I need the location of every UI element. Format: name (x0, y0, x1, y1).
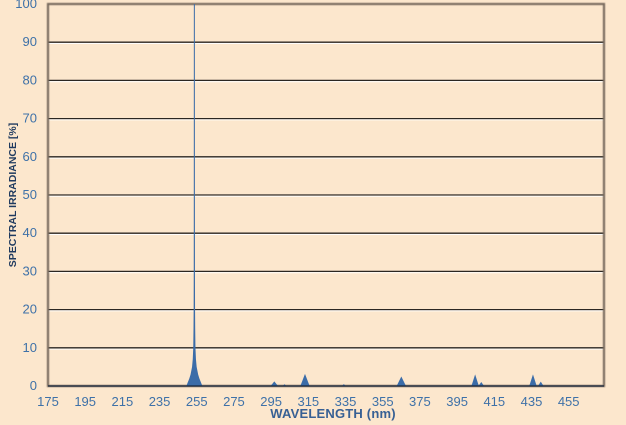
svg-text:435: 435 (521, 394, 543, 409)
svg-text:195: 195 (74, 394, 96, 409)
svg-text:175: 175 (37, 394, 59, 409)
svg-text:50: 50 (23, 187, 37, 202)
svg-text:10: 10 (23, 340, 37, 355)
svg-text:20: 20 (23, 302, 37, 317)
svg-text:80: 80 (23, 72, 37, 87)
svg-text:SPECTRAL IRRADIANCE [%]: SPECTRAL IRRADIANCE [%] (7, 123, 19, 267)
svg-text:90: 90 (23, 34, 37, 49)
svg-text:395: 395 (446, 394, 468, 409)
svg-text:40: 40 (23, 225, 37, 240)
svg-text:255: 255 (186, 394, 208, 409)
svg-text:235: 235 (149, 394, 171, 409)
svg-text:WAVELENGTH (nm): WAVELENGTH (nm) (270, 406, 396, 421)
svg-text:215: 215 (112, 394, 134, 409)
svg-text:375: 375 (409, 394, 431, 409)
svg-text:275: 275 (223, 394, 245, 409)
svg-text:70: 70 (23, 111, 37, 126)
svg-text:415: 415 (483, 394, 505, 409)
svg-text:30: 30 (23, 263, 37, 278)
svg-text:455: 455 (558, 394, 580, 409)
svg-text:100: 100 (15, 0, 37, 11)
svg-text:0: 0 (30, 378, 37, 393)
svg-text:60: 60 (23, 149, 37, 164)
